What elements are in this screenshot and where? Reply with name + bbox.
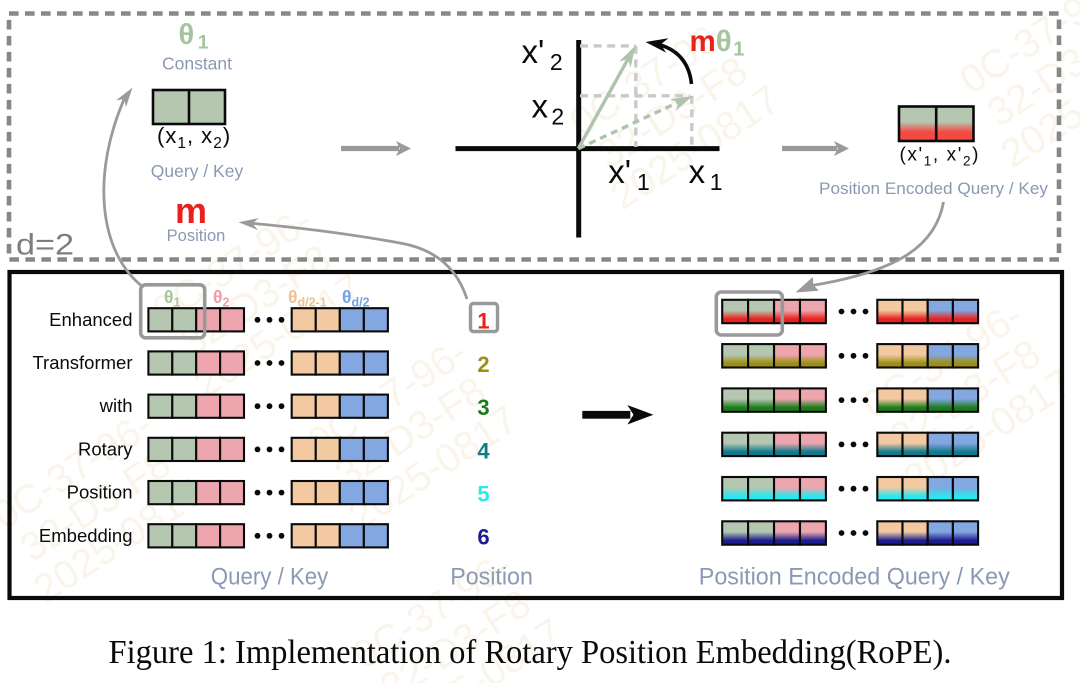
svg-text:Query / Key: Query / Key [151, 161, 244, 181]
svg-text:Query / Key: Query / Key [211, 564, 329, 591]
svg-text:mθ1: mθ1 [690, 25, 745, 61]
svg-text:6: 6 [477, 525, 489, 550]
svg-text:with: with [99, 395, 133, 416]
svg-text:Embedding: Embedding [39, 525, 133, 546]
svg-text:d=2: d=2 [16, 229, 74, 262]
svg-text:Position: Position [450, 564, 533, 591]
svg-text:5: 5 [477, 482, 489, 507]
svg-text:(x1, x2): (x1, x2) [157, 123, 231, 152]
svg-text:Enhanced: Enhanced [49, 309, 132, 330]
svg-text:Figure 1: Implementation of Ro: Figure 1: Implementation of Rotary Posit… [109, 634, 952, 671]
svg-text:Position Encoded Query / Key: Position Encoded Query / Key [819, 180, 1049, 198]
svg-text:Constant: Constant [162, 54, 232, 74]
svg-text:Position Encoded Query / Key: Position Encoded Query / Key [699, 564, 1011, 591]
svg-text:Transformer: Transformer [32, 352, 132, 373]
svg-text:(x'1, x'2): (x'1, x'2) [900, 145, 981, 169]
svg-text:2: 2 [477, 352, 489, 377]
svg-text:1: 1 [477, 309, 489, 334]
svg-text:Rotary: Rotary [78, 438, 133, 459]
svg-text:m: m [175, 190, 207, 231]
svg-text:Position: Position [167, 227, 226, 245]
svg-text:4: 4 [477, 438, 490, 463]
svg-text:3: 3 [477, 395, 489, 420]
svg-text:Position: Position [67, 482, 133, 503]
